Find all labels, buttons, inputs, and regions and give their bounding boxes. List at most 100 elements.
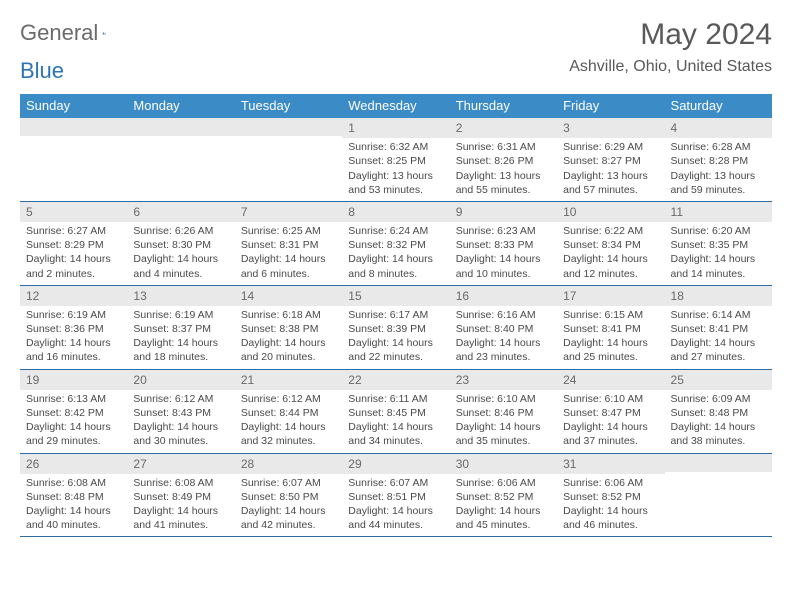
location-text: Ashville, Ohio, United States bbox=[569, 58, 772, 76]
day-info-line: Daylight: 14 hours and 25 minutes. bbox=[563, 336, 658, 364]
day-body: Sunrise: 6:17 AMSunset: 8:39 PMDaylight:… bbox=[342, 306, 449, 369]
day-info-line: Sunset: 8:41 PM bbox=[671, 322, 766, 336]
day-info-line: Sunrise: 6:13 AM bbox=[26, 392, 121, 406]
day-info-line: Sunrise: 6:25 AM bbox=[241, 224, 336, 238]
day-info-line: Daylight: 14 hours and 20 minutes. bbox=[241, 336, 336, 364]
day-body: Sunrise: 6:20 AMSunset: 8:35 PMDaylight:… bbox=[665, 222, 772, 285]
day-info-line: Daylight: 13 hours and 59 minutes. bbox=[671, 169, 766, 197]
day-info-line: Sunset: 8:32 PM bbox=[348, 238, 443, 252]
day-info-line: Sunrise: 6:06 AM bbox=[563, 476, 658, 490]
day-cell: 18Sunrise: 6:14 AMSunset: 8:41 PMDayligh… bbox=[665, 286, 772, 369]
day-cell: 6Sunrise: 6:26 AMSunset: 8:30 PMDaylight… bbox=[127, 202, 234, 285]
day-number: 12 bbox=[20, 286, 127, 306]
day-number: 18 bbox=[665, 286, 772, 306]
day-info-line: Sunset: 8:44 PM bbox=[241, 406, 336, 420]
day-info-line: Daylight: 14 hours and 18 minutes. bbox=[133, 336, 228, 364]
day-number: 25 bbox=[665, 370, 772, 390]
day-info-line: Sunset: 8:48 PM bbox=[671, 406, 766, 420]
week-row: 12Sunrise: 6:19 AMSunset: 8:36 PMDayligh… bbox=[20, 286, 772, 370]
day-number: 26 bbox=[20, 454, 127, 474]
day-info-line: Daylight: 14 hours and 37 minutes. bbox=[563, 420, 658, 448]
day-info-line: Sunrise: 6:07 AM bbox=[241, 476, 336, 490]
day-info-line: Sunset: 8:34 PM bbox=[563, 238, 658, 252]
day-cell bbox=[20, 118, 127, 201]
day-info-line: Daylight: 14 hours and 27 minutes. bbox=[671, 336, 766, 364]
day-info-line: Sunrise: 6:12 AM bbox=[241, 392, 336, 406]
day-info-line: Sunrise: 6:15 AM bbox=[563, 308, 658, 322]
day-header: Thursday bbox=[450, 94, 557, 118]
day-cell: 31Sunrise: 6:06 AMSunset: 8:52 PMDayligh… bbox=[557, 454, 664, 537]
day-info-line: Sunrise: 6:11 AM bbox=[348, 392, 443, 406]
day-body bbox=[20, 136, 127, 142]
day-info-line: Daylight: 14 hours and 30 minutes. bbox=[133, 420, 228, 448]
day-info-line: Sunset: 8:25 PM bbox=[348, 154, 443, 168]
day-number bbox=[127, 118, 234, 136]
day-info-line: Daylight: 14 hours and 12 minutes. bbox=[563, 252, 658, 280]
day-body: Sunrise: 6:29 AMSunset: 8:27 PMDaylight:… bbox=[557, 138, 664, 201]
day-number: 5 bbox=[20, 202, 127, 222]
day-cell: 13Sunrise: 6:19 AMSunset: 8:37 PMDayligh… bbox=[127, 286, 234, 369]
day-info-line: Daylight: 14 hours and 16 minutes. bbox=[26, 336, 121, 364]
day-info-line: Sunrise: 6:17 AM bbox=[348, 308, 443, 322]
day-body: Sunrise: 6:14 AMSunset: 8:41 PMDaylight:… bbox=[665, 306, 772, 369]
day-body: Sunrise: 6:15 AMSunset: 8:41 PMDaylight:… bbox=[557, 306, 664, 369]
day-body: Sunrise: 6:08 AMSunset: 8:49 PMDaylight:… bbox=[127, 474, 234, 537]
day-cell: 19Sunrise: 6:13 AMSunset: 8:42 PMDayligh… bbox=[20, 370, 127, 453]
day-number bbox=[665, 454, 772, 472]
day-info-line: Sunrise: 6:06 AM bbox=[456, 476, 551, 490]
logo-text-blue: Blue bbox=[20, 58, 64, 84]
day-info-line: Daylight: 14 hours and 2 minutes. bbox=[26, 252, 121, 280]
day-number bbox=[20, 118, 127, 136]
day-number: 28 bbox=[235, 454, 342, 474]
day-cell: 4Sunrise: 6:28 AMSunset: 8:28 PMDaylight… bbox=[665, 118, 772, 201]
day-info-line: Sunset: 8:36 PM bbox=[26, 322, 121, 336]
day-cell: 5Sunrise: 6:27 AMSunset: 8:29 PMDaylight… bbox=[20, 202, 127, 285]
day-info-line: Sunset: 8:27 PM bbox=[563, 154, 658, 168]
day-info-line: Sunset: 8:29 PM bbox=[26, 238, 121, 252]
day-body: Sunrise: 6:12 AMSunset: 8:43 PMDaylight:… bbox=[127, 390, 234, 453]
day-info-line: Daylight: 13 hours and 53 minutes. bbox=[348, 169, 443, 197]
day-cell: 8Sunrise: 6:24 AMSunset: 8:32 PMDaylight… bbox=[342, 202, 449, 285]
day-number: 10 bbox=[557, 202, 664, 222]
day-info-line: Sunset: 8:43 PM bbox=[133, 406, 228, 420]
day-info-line: Sunset: 8:51 PM bbox=[348, 490, 443, 504]
day-cell: 15Sunrise: 6:17 AMSunset: 8:39 PMDayligh… bbox=[342, 286, 449, 369]
day-info-line: Sunrise: 6:10 AM bbox=[563, 392, 658, 406]
day-info-line: Daylight: 14 hours and 8 minutes. bbox=[348, 252, 443, 280]
day-body: Sunrise: 6:31 AMSunset: 8:26 PMDaylight:… bbox=[450, 138, 557, 201]
day-body: Sunrise: 6:06 AMSunset: 8:52 PMDaylight:… bbox=[557, 474, 664, 537]
day-info-line: Daylight: 14 hours and 40 minutes. bbox=[26, 504, 121, 532]
week-row: 19Sunrise: 6:13 AMSunset: 8:42 PMDayligh… bbox=[20, 370, 772, 454]
day-cell: 2Sunrise: 6:31 AMSunset: 8:26 PMDaylight… bbox=[450, 118, 557, 201]
day-cell: 16Sunrise: 6:16 AMSunset: 8:40 PMDayligh… bbox=[450, 286, 557, 369]
day-info-line: Sunset: 8:38 PM bbox=[241, 322, 336, 336]
day-cell: 23Sunrise: 6:10 AMSunset: 8:46 PMDayligh… bbox=[450, 370, 557, 453]
day-info-line: Daylight: 13 hours and 55 minutes. bbox=[456, 169, 551, 197]
day-cell: 17Sunrise: 6:15 AMSunset: 8:41 PMDayligh… bbox=[557, 286, 664, 369]
day-info-line: Sunset: 8:33 PM bbox=[456, 238, 551, 252]
day-cell: 7Sunrise: 6:25 AMSunset: 8:31 PMDaylight… bbox=[235, 202, 342, 285]
day-info-line: Sunrise: 6:20 AM bbox=[671, 224, 766, 238]
day-body: Sunrise: 6:12 AMSunset: 8:44 PMDaylight:… bbox=[235, 390, 342, 453]
day-body: Sunrise: 6:10 AMSunset: 8:47 PMDaylight:… bbox=[557, 390, 664, 453]
day-info-line: Sunrise: 6:19 AM bbox=[133, 308, 228, 322]
day-info-line: Sunset: 8:41 PM bbox=[563, 322, 658, 336]
day-cell: 28Sunrise: 6:07 AMSunset: 8:50 PMDayligh… bbox=[235, 454, 342, 537]
day-info-line: Sunrise: 6:31 AM bbox=[456, 140, 551, 154]
day-number: 3 bbox=[557, 118, 664, 138]
day-info-line: Daylight: 14 hours and 42 minutes. bbox=[241, 504, 336, 532]
day-cell: 22Sunrise: 6:11 AMSunset: 8:45 PMDayligh… bbox=[342, 370, 449, 453]
day-info-line: Daylight: 13 hours and 57 minutes. bbox=[563, 169, 658, 197]
day-body: Sunrise: 6:16 AMSunset: 8:40 PMDaylight:… bbox=[450, 306, 557, 369]
week-row: 1Sunrise: 6:32 AMSunset: 8:25 PMDaylight… bbox=[20, 118, 772, 202]
day-header: Tuesday bbox=[235, 94, 342, 118]
day-number: 31 bbox=[557, 454, 664, 474]
day-body: Sunrise: 6:08 AMSunset: 8:48 PMDaylight:… bbox=[20, 474, 127, 537]
day-cell: 3Sunrise: 6:29 AMSunset: 8:27 PMDaylight… bbox=[557, 118, 664, 201]
day-info-line: Sunset: 8:42 PM bbox=[26, 406, 121, 420]
day-body: Sunrise: 6:11 AMSunset: 8:45 PMDaylight:… bbox=[342, 390, 449, 453]
day-body bbox=[665, 472, 772, 478]
day-cell: 21Sunrise: 6:12 AMSunset: 8:44 PMDayligh… bbox=[235, 370, 342, 453]
day-body: Sunrise: 6:26 AMSunset: 8:30 PMDaylight:… bbox=[127, 222, 234, 285]
day-body: Sunrise: 6:18 AMSunset: 8:38 PMDaylight:… bbox=[235, 306, 342, 369]
